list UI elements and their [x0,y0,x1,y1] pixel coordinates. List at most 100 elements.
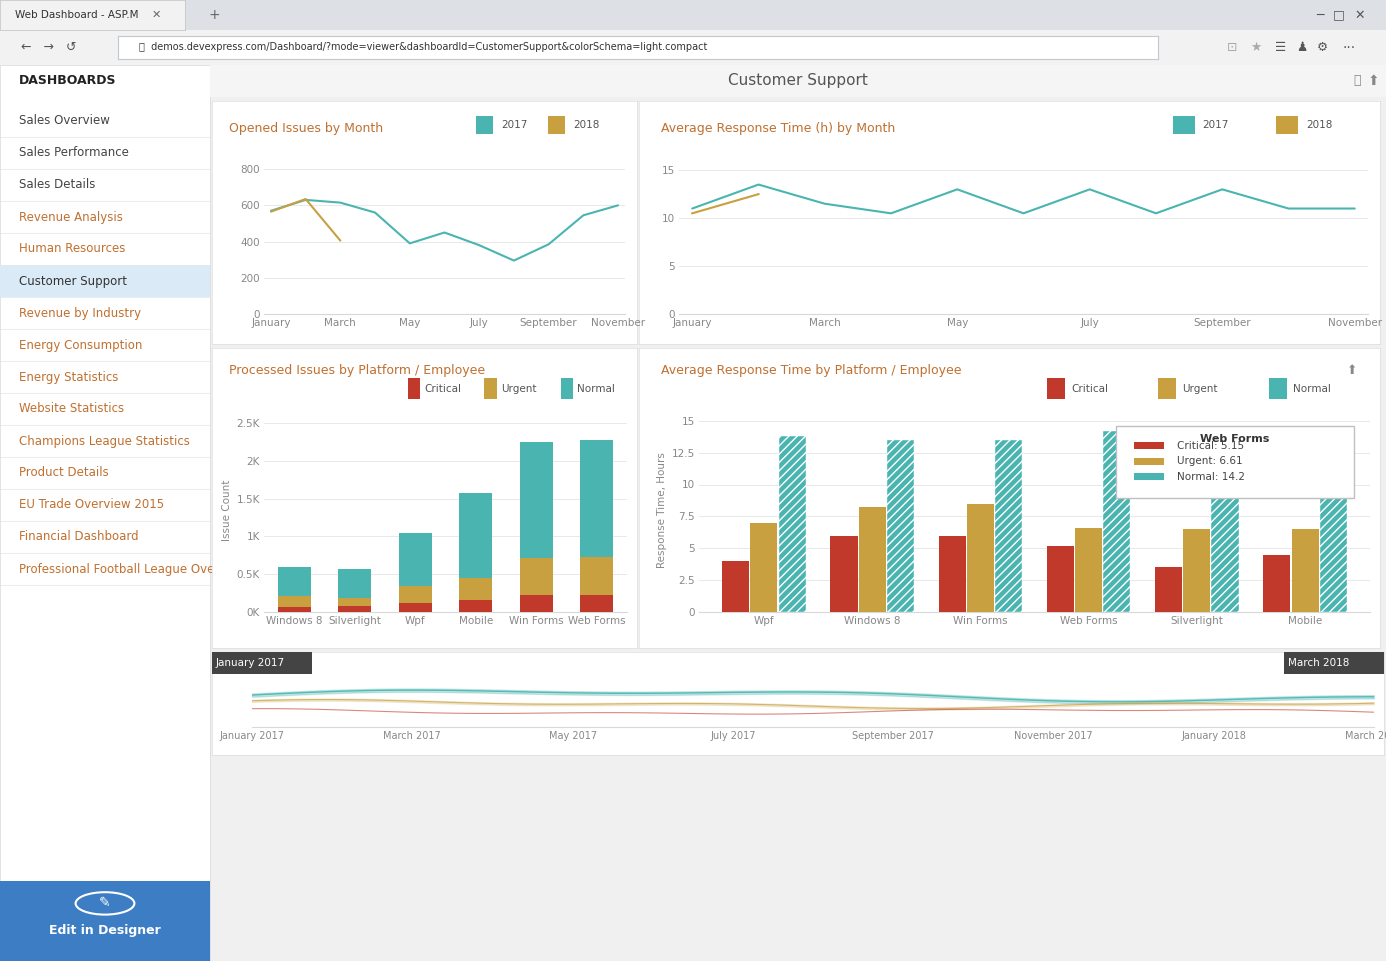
Text: Sales Performance: Sales Performance [19,146,129,160]
Text: Edit in Designer: Edit in Designer [49,924,161,937]
Text: Critical: Critical [1071,383,1107,394]
Bar [1292,530,1318,612]
Bar [581,595,614,612]
Bar [581,440,614,556]
Bar [484,378,496,399]
Bar [1268,378,1288,399]
Bar [995,440,1021,612]
Bar [1134,442,1164,450]
Text: 🔒  demos.devexpress.com/Dashboard/?mode=viewer&dashboardId=CustomerSupport&color: 🔒 demos.devexpress.com/Dashboard/?mode=v… [139,42,707,53]
Text: ✕: ✕ [151,10,161,20]
Bar [1134,473,1164,480]
Text: 🎨: 🎨 [1353,75,1361,87]
Text: Critical: Critical [424,383,462,394]
Text: Sales Overview: Sales Overview [19,114,109,128]
Bar [277,596,310,606]
Text: Revenue Analysis: Revenue Analysis [19,210,123,224]
Text: ←   →   ↺: ← → ↺ [21,41,76,54]
Bar [560,378,574,399]
Bar [938,535,966,612]
Text: ♟: ♟ [1296,41,1307,54]
Text: 2018: 2018 [1306,120,1332,130]
Bar [1046,547,1074,612]
Text: Energy Statistics: Energy Statistics [19,371,118,383]
Text: Revenue by Industry: Revenue by Industry [19,307,141,319]
Text: +: + [209,8,220,22]
Bar [779,436,805,612]
Y-axis label: Issue Count: Issue Count [222,480,233,541]
Text: Web Forms: Web Forms [1200,433,1270,443]
Text: Professional Football League Overview: Professional Football League Overview [19,562,247,576]
Text: ✎: ✎ [100,897,111,910]
Text: 2017: 2017 [500,120,528,130]
Text: Energy Consumption: Energy Consumption [19,338,143,352]
Bar [212,652,312,674]
Bar [399,532,432,585]
Text: Customer Support: Customer Support [19,275,128,287]
Bar [750,523,778,612]
Bar [1264,554,1290,612]
Bar [520,442,553,558]
Text: Urgent: Urgent [500,383,536,394]
Text: Financial Dashboard: Financial Dashboard [19,530,139,544]
Text: ⚙: ⚙ [1317,41,1328,54]
Bar [459,600,492,612]
Text: □: □ [1333,9,1344,21]
Bar [722,561,750,612]
Bar [459,578,492,600]
Text: ✕: ✕ [1354,9,1365,21]
Text: Urgent: 6.61: Urgent: 6.61 [1177,456,1243,466]
Text: Champions League Statistics: Champions League Statistics [19,434,190,448]
Bar [1211,440,1239,612]
Bar [338,569,371,598]
Text: Average Response Time (h) by Month: Average Response Time (h) by Month [661,122,895,135]
Bar [459,493,492,578]
Text: Urgent: Urgent [1182,383,1218,394]
Bar [859,507,886,612]
Text: ☰: ☰ [1275,41,1286,54]
Text: Human Resources: Human Resources [19,242,125,256]
Bar [1157,378,1177,399]
Text: Website Statistics: Website Statistics [19,403,123,415]
Text: ⬆: ⬆ [1347,364,1358,378]
Bar [1277,116,1299,134]
Text: Web Dashboard - ASP.M: Web Dashboard - ASP.M [15,10,139,20]
Bar [967,504,994,612]
Bar [1046,378,1064,399]
Text: Normal: Normal [1293,383,1331,394]
Text: Sales Details: Sales Details [19,179,96,191]
Bar [1155,567,1182,612]
Text: Processed Issues by Platform / Employee: Processed Issues by Platform / Employee [229,364,485,378]
Bar [581,556,614,595]
Text: DASHBOARDS: DASHBOARDS [19,75,116,87]
Bar [1134,457,1164,465]
Text: Critical: 5.15: Critical: 5.15 [1177,441,1245,451]
Bar [407,378,420,399]
Bar [399,603,432,612]
Bar [830,535,858,612]
FancyBboxPatch shape [1116,427,1354,498]
Text: Customer Support: Customer Support [728,73,868,88]
Bar [547,116,564,134]
Bar [520,595,553,612]
Bar [1285,652,1385,674]
Text: Opened Issues by Month: Opened Issues by Month [229,122,383,135]
Text: 2017: 2017 [1202,120,1228,130]
Text: January 2017: January 2017 [215,658,284,668]
Bar [338,606,371,612]
Text: March 2018: March 2018 [1288,658,1349,668]
Bar [887,440,913,612]
Y-axis label: Response Time, Hours: Response Time, Hours [657,452,668,568]
Text: Normal: 14.2: Normal: 14.2 [1177,472,1246,481]
Text: EU Trade Overview 2015: EU Trade Overview 2015 [19,499,164,511]
Text: 2018: 2018 [574,120,600,130]
Text: Average Response Time by Platform / Employee: Average Response Time by Platform / Empl… [661,364,962,378]
Text: Product Details: Product Details [19,466,108,480]
Bar [1103,431,1130,612]
Bar [520,558,553,595]
Bar [277,606,310,612]
Bar [1184,530,1210,612]
Bar [1319,436,1347,612]
Bar [338,598,371,606]
Bar [1173,116,1195,134]
